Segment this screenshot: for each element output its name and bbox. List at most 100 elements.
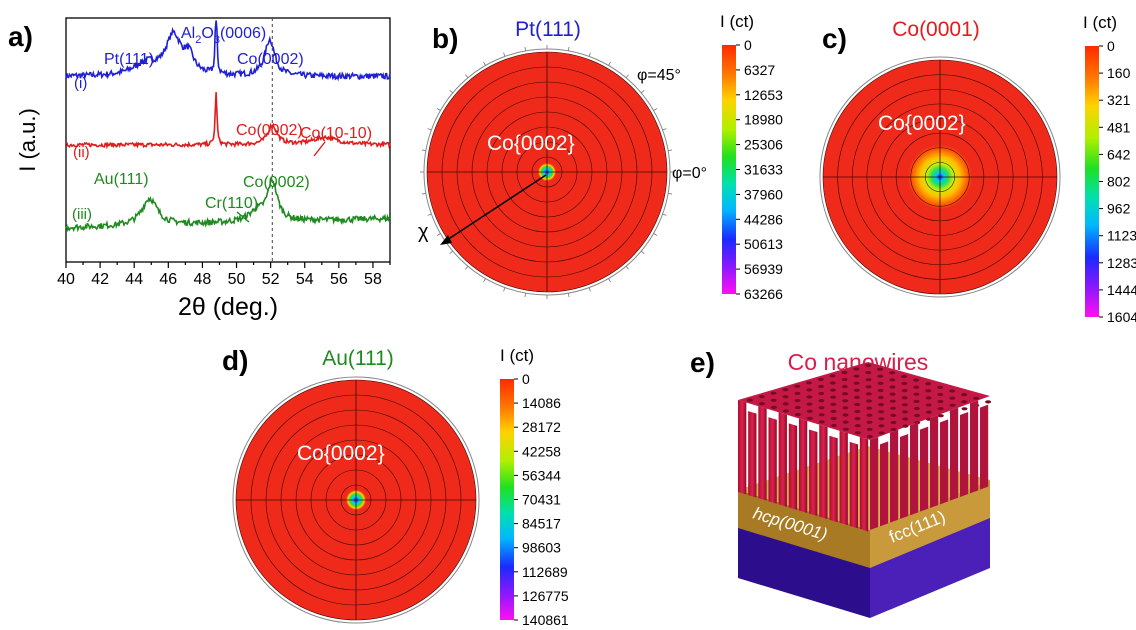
wire-tip	[829, 374, 836, 378]
wire-tip	[830, 416, 837, 421]
wire-tip	[853, 388, 860, 392]
phi-tick	[524, 46, 527, 51]
wire-tip	[854, 424, 861, 428]
wire-tip	[902, 417, 909, 421]
nanowire-column	[920, 426, 929, 512]
wire-tip	[794, 384, 801, 388]
colorbar-b: I (ct) 0 6327 12653 18980 25306 31633 37960 4428…	[720, 12, 783, 302]
phi-tick	[524, 293, 527, 298]
wire-tip	[937, 392, 944, 397]
panel-e-letter: e)	[690, 347, 715, 378]
phi-tick	[640, 250, 645, 254]
panel-b-letter: b)	[432, 23, 458, 54]
phi-0-label: φ=0°	[672, 165, 707, 182]
wire-tip	[865, 385, 872, 389]
wire-tip	[913, 406, 920, 411]
wire-tip	[829, 381, 836, 385]
wire-tip	[841, 377, 848, 382]
wire-tip	[841, 385, 848, 389]
wire-tip	[818, 420, 825, 424]
wire-tip	[866, 399, 872, 403]
wire-tip	[818, 413, 825, 417]
phi-tick	[465, 74, 469, 79]
nanowire-column	[768, 417, 777, 504]
phi-tick	[608, 278, 611, 283]
phi-tick	[662, 128, 667, 131]
wire-top-surface	[738, 362, 990, 440]
wire-tip	[830, 388, 836, 392]
wire-tip	[961, 407, 968, 411]
wire-tip	[937, 407, 944, 411]
colorbar-tick-label: 56344	[522, 467, 561, 483]
colorbar-tick-label: 63266	[744, 286, 783, 302]
wire-tip	[770, 391, 777, 395]
nanowire-array	[738, 362, 992, 532]
wire-tip	[866, 413, 873, 417]
colorbar-tick-label: 31633	[744, 162, 783, 178]
pole-title-d: Au(111)	[322, 347, 394, 370]
xrd-series-group	[65, 20, 391, 233]
wire-tip	[853, 374, 860, 378]
wire-tip	[889, 385, 896, 389]
annotation-pt111: Pt(111)	[104, 51, 154, 68]
colorbar-tick-label: 0	[522, 371, 530, 387]
wire-tip	[758, 402, 765, 406]
nanowire-schematic: e) Co nanowires hcp(0001) fcc(111)	[690, 347, 992, 618]
colorbar-title: I (ct)	[720, 12, 754, 31]
colorbar-tick-label: 126775	[522, 588, 569, 604]
wire-tip	[853, 381, 860, 385]
wire-tip	[878, 403, 884, 407]
wire-tip	[806, 388, 813, 392]
colorbar-tick-label: 160	[1107, 65, 1131, 81]
pole-disk-c	[819, 56, 1061, 298]
wire-tip	[985, 400, 992, 404]
colorbar-tick-label: 12653	[744, 87, 783, 103]
xrd-x-axis-label: 2θ (deg.)	[178, 293, 278, 321]
colorbar-tick-label: 1444	[1107, 282, 1136, 298]
colorbar-gradient	[1085, 46, 1099, 317]
colorbar-tick-label: 70431	[522, 492, 561, 508]
wire-tip	[806, 381, 812, 385]
wire-tip	[830, 395, 837, 399]
wire-tip	[854, 402, 861, 407]
phi-tick	[427, 128, 432, 131]
wire-tip	[973, 396, 980, 400]
wire-tip	[794, 413, 801, 417]
wire-tip	[901, 389, 908, 393]
wire-tip	[877, 395, 884, 400]
colorbar-tick-label: 84517	[522, 516, 561, 532]
nanowire-column	[758, 406, 767, 501]
phi-tick	[567, 293, 570, 298]
pole-title-c: Co(0001)	[892, 18, 980, 41]
wire-tip	[854, 395, 860, 399]
wire-tip	[877, 367, 884, 371]
wire-tip	[877, 388, 884, 393]
x-tick-label: 46	[159, 271, 177, 288]
phi-tick	[662, 213, 667, 216]
wire-tip	[854, 409, 861, 414]
phi-tick	[421, 192, 426, 195]
colorbar-tick-label: 802	[1107, 174, 1131, 190]
xrd-plot-frame	[65, 17, 391, 263]
nanowire-column	[788, 423, 798, 510]
wire-tip	[937, 385, 944, 389]
wire-tip	[794, 398, 801, 403]
substrate-front-right	[870, 515, 990, 618]
wire-tip	[782, 402, 789, 406]
wire-tip	[877, 381, 884, 385]
xrd-y-axis-label: I (a.u.)	[15, 108, 40, 172]
colorbar-tick-label: 28172	[522, 419, 561, 435]
colorbar-c: I (ct) 0 160 321 481 642 802 962 1123 1283 1444 160…	[1083, 13, 1136, 325]
phi-tick	[653, 108, 658, 111]
wire-tip	[901, 396, 908, 400]
colorbar-gradient	[500, 379, 514, 620]
xrd-x-axis: 40 42 44 46 48 50 52 54 56 58	[57, 262, 391, 288]
wire-tip	[746, 398, 753, 402]
wire-tip	[866, 406, 873, 410]
wire-tip	[865, 363, 872, 368]
wire-tip	[878, 410, 885, 414]
wire-tip	[865, 371, 872, 375]
wire-tip	[937, 414, 944, 418]
x-tick-label: 48	[194, 271, 212, 288]
